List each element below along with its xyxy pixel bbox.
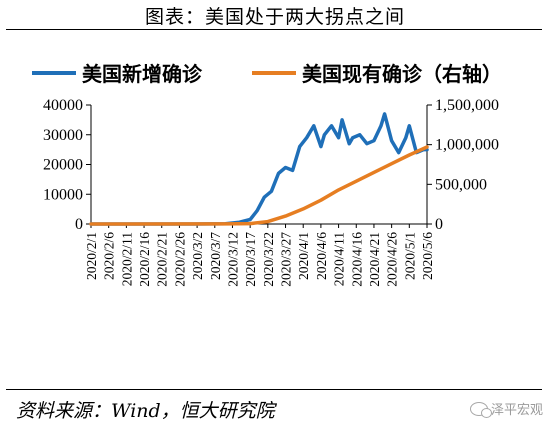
x-tick-label: 2020/4/11	[332, 232, 347, 286]
legend-label-2: 美国现有确诊（右轴）	[302, 62, 502, 86]
left-tick-label: 40000	[43, 97, 83, 114]
source-note: 资料来源：Wind，恒大研究院	[16, 400, 275, 422]
right-tick-label: 1,500,000	[435, 97, 499, 114]
x-tick-label: 2020/2/6	[102, 232, 117, 280]
left-tick-label: 30000	[43, 127, 83, 144]
watermark: 泽平宏观	[470, 399, 543, 418]
x-tick-label: 2020/3/2	[190, 232, 205, 280]
x-tick-label: 2020/4/26	[385, 232, 400, 287]
x-tick-label: 2020/2/16	[137, 232, 152, 287]
series-line-1	[89, 112, 429, 226]
wechat-icon	[470, 401, 492, 418]
x-tick-label: 2020/5/6	[420, 232, 435, 280]
x-tick-label: 2020/2/1	[84, 232, 99, 280]
x-tick-label: 2020/4/6	[314, 232, 329, 280]
x-tick-label: 2020/2/21	[155, 232, 170, 287]
x-tick-label: 2020/5/1	[402, 232, 417, 280]
x-tick-label: 2020/3/12	[225, 232, 240, 287]
x-tick-label: 2020/3/17	[243, 232, 258, 287]
x-tick-label: 2020/4/21	[367, 232, 382, 287]
x-tick-label: 2020/3/22	[261, 232, 276, 287]
left-tick-label: 0	[75, 216, 83, 233]
series-layer	[89, 112, 429, 226]
x-tick-label: 2020/2/26	[172, 232, 187, 287]
chart-area: 美国新增确诊 美国现有确诊（右轴） 0 10000 20000 30000 40000 0 5…	[32, 62, 502, 287]
legend: 美国新增确诊 美国现有确诊（右轴）	[32, 62, 502, 86]
axes: 0 10000 20000 30000 40000 0 500,000 1,000,000 1,…	[43, 97, 499, 287]
top-rule	[6, 29, 542, 30]
x-tick-label: 2020/2/11	[119, 232, 134, 286]
chart-title: 图表：美国处于两大拐点之间	[144, 6, 405, 28]
x-tick-label: 2020/3/27	[279, 232, 294, 287]
right-tick-label: 500,000	[435, 176, 487, 193]
watermark-text: 泽平宏观	[491, 403, 544, 418]
legend-label-1: 美国新增确诊	[82, 62, 203, 86]
x-tick-label: 2020/3/7	[208, 232, 223, 280]
x-tick-label: 2020/4/1	[296, 232, 311, 280]
right-tick-label: 0	[435, 216, 443, 233]
x-tick-label: 2020/4/16	[349, 232, 364, 287]
bottom-rule	[6, 389, 542, 390]
series-line-2	[89, 145, 429, 226]
left-tick-label: 10000	[43, 186, 83, 203]
right-tick-label: 1,000,000	[435, 137, 499, 154]
left-tick-label: 20000	[43, 157, 83, 174]
